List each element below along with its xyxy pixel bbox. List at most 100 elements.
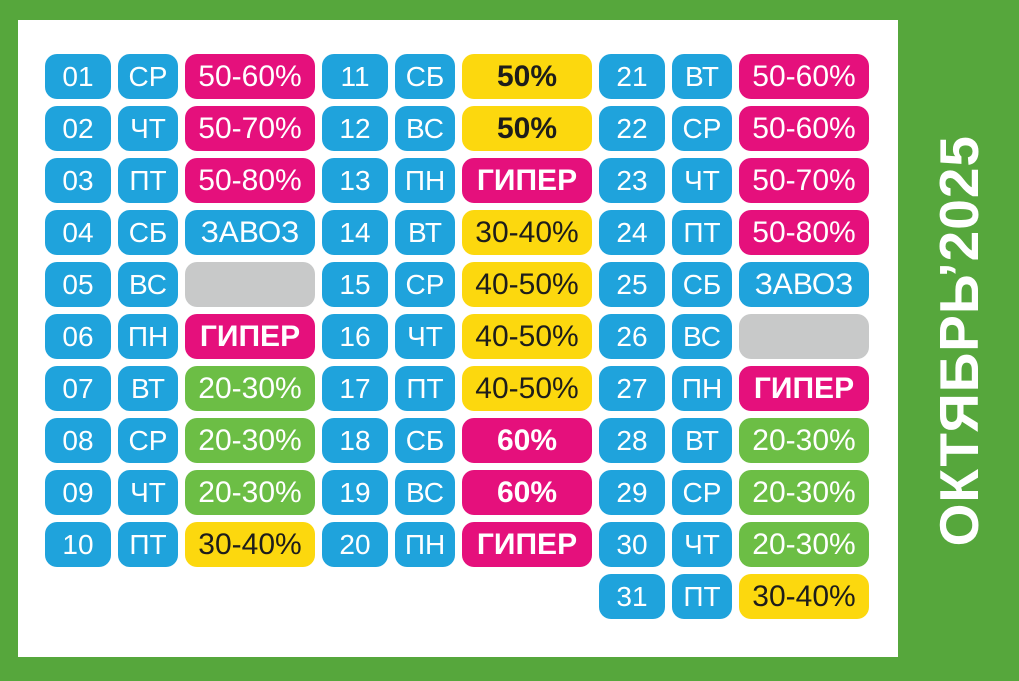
day-number-cell: 21 [599, 54, 665, 99]
weekday-cell: ВС [118, 262, 178, 307]
discount-cell: 50-80% [185, 158, 315, 203]
discount-cell: 50-70% [185, 106, 315, 151]
calendar-column-3: 21 ВТ 50-60% 22 СР 50-60% 23 ЧТ 50-70% 24 ПТ 50-80%… [599, 54, 869, 619]
discount-cell: 30-40% [739, 574, 869, 619]
weekday-cell: ПН [118, 314, 178, 359]
weekday-cell: ПТ [672, 210, 732, 255]
weekday-cell: ВС [395, 106, 455, 151]
day-number-cell: 13 [322, 158, 388, 203]
discount-cell: ГИПЕР [462, 158, 592, 203]
calendar-column-1: 01 СР 50-60% 02 ЧТ 50-70% 03 ПТ 50-80% 04 СБ ЗАВОЗ 0… [45, 54, 315, 619]
weekday-cell: СБ [395, 418, 455, 463]
discount-cell: ГИПЕР [739, 366, 869, 411]
day-number-cell: 24 [599, 210, 665, 255]
day-number-cell: 22 [599, 106, 665, 151]
day-number-cell: 31 [599, 574, 665, 619]
weekday-cell: ЧТ [672, 158, 732, 203]
day-number-cell: 16 [322, 314, 388, 359]
weekday-cell: СР [118, 54, 178, 99]
discount-cell: 40-50% [462, 366, 592, 411]
discount-cell: 50% [462, 54, 592, 99]
discount-cell [739, 314, 869, 359]
weekday-cell: ВС [395, 470, 455, 515]
day-number-cell: 18 [322, 418, 388, 463]
discount-cell: 40-50% [462, 314, 592, 359]
weekday-cell: СБ [118, 210, 178, 255]
day-number-cell: 20 [322, 522, 388, 567]
discount-cell: 20-30% [739, 470, 869, 515]
discount-cell: ГИПЕР [462, 522, 592, 567]
day-number-cell: 11 [322, 54, 388, 99]
weekday-cell: ЧТ [672, 522, 732, 567]
weekday-cell: ВТ [672, 418, 732, 463]
weekday-cell: СР [672, 106, 732, 151]
day-number-cell: 06 [45, 314, 111, 359]
day-number-cell: 04 [45, 210, 111, 255]
weekday-cell: СБ [672, 262, 732, 307]
calendar-panel: 01 СР 50-60% 02 ЧТ 50-70% 03 ПТ 50-80% 04 СБ ЗАВОЗ 0… [18, 20, 898, 657]
discount-cell: 30-40% [185, 522, 315, 567]
day-number-cell: 17 [322, 366, 388, 411]
discount-cell: ЗАВОЗ [185, 210, 315, 255]
day-number-cell: 19 [322, 470, 388, 515]
discount-cell: 60% [462, 418, 592, 463]
day-number-cell: 07 [45, 366, 111, 411]
discount-cell: 50-70% [739, 158, 869, 203]
discount-cell: 30-40% [462, 210, 592, 255]
discount-cell: 20-30% [185, 470, 315, 515]
discount-cell: 60% [462, 470, 592, 515]
calendar-column-2: 11 СБ 50% 12 ВС 50% 13 ПН ГИПЕР 14 ВТ 30-40% 15 СР 40-… [322, 54, 592, 619]
day-number-cell: 25 [599, 262, 665, 307]
day-number-cell: 10 [45, 522, 111, 567]
weekday-cell: СР [395, 262, 455, 307]
discount-cell: ГИПЕР [185, 314, 315, 359]
weekday-cell: СР [672, 470, 732, 515]
day-number-cell: 12 [322, 106, 388, 151]
day-number-cell: 30 [599, 522, 665, 567]
day-number-cell: 02 [45, 106, 111, 151]
calendar-grid: 01 СР 50-60% 02 ЧТ 50-70% 03 ПТ 50-80% 04 СБ ЗАВОЗ 0… [45, 54, 869, 619]
day-number-cell: 03 [45, 158, 111, 203]
weekday-cell: ПН [395, 158, 455, 203]
discount-cell: 50% [462, 106, 592, 151]
month-title-band: ОКТЯБРЬ’2025 [898, 0, 1019, 681]
discount-cell: 50-60% [185, 54, 315, 99]
day-number-cell: 01 [45, 54, 111, 99]
day-number-cell: 14 [322, 210, 388, 255]
discount-cell: 40-50% [462, 262, 592, 307]
weekday-cell: ПН [395, 522, 455, 567]
discount-cell: 20-30% [739, 418, 869, 463]
discount-cell: ЗАВОЗ [739, 262, 869, 307]
discount-cell: 50-60% [739, 106, 869, 151]
day-number-cell: 28 [599, 418, 665, 463]
weekday-cell: ВТ [118, 366, 178, 411]
weekday-cell: ЧТ [395, 314, 455, 359]
weekday-cell: ЧТ [118, 470, 178, 515]
day-number-cell: 27 [599, 366, 665, 411]
weekday-cell: ПТ [395, 366, 455, 411]
weekday-cell: ПТ [118, 158, 178, 203]
weekday-cell: ВТ [672, 54, 732, 99]
discount-cell: 20-30% [185, 418, 315, 463]
weekday-cell: ПТ [118, 522, 178, 567]
day-number-cell: 29 [599, 470, 665, 515]
weekday-cell: ВС [672, 314, 732, 359]
day-number-cell: 15 [322, 262, 388, 307]
discount-cell: 50-60% [739, 54, 869, 99]
day-number-cell: 05 [45, 262, 111, 307]
weekday-cell: СР [118, 418, 178, 463]
weekday-cell: СБ [395, 54, 455, 99]
day-number-cell: 26 [599, 314, 665, 359]
day-number-cell: 23 [599, 158, 665, 203]
day-number-cell: 09 [45, 470, 111, 515]
weekday-cell: ЧТ [118, 106, 178, 151]
weekday-cell: ВТ [395, 210, 455, 255]
discount-cell: 20-30% [185, 366, 315, 411]
day-number-cell: 08 [45, 418, 111, 463]
discount-cell: 20-30% [739, 522, 869, 567]
weekday-cell: ПН [672, 366, 732, 411]
month-title: ОКТЯБРЬ’2025 [927, 134, 990, 547]
discount-cell [185, 262, 315, 307]
weekday-cell: ПТ [672, 574, 732, 619]
